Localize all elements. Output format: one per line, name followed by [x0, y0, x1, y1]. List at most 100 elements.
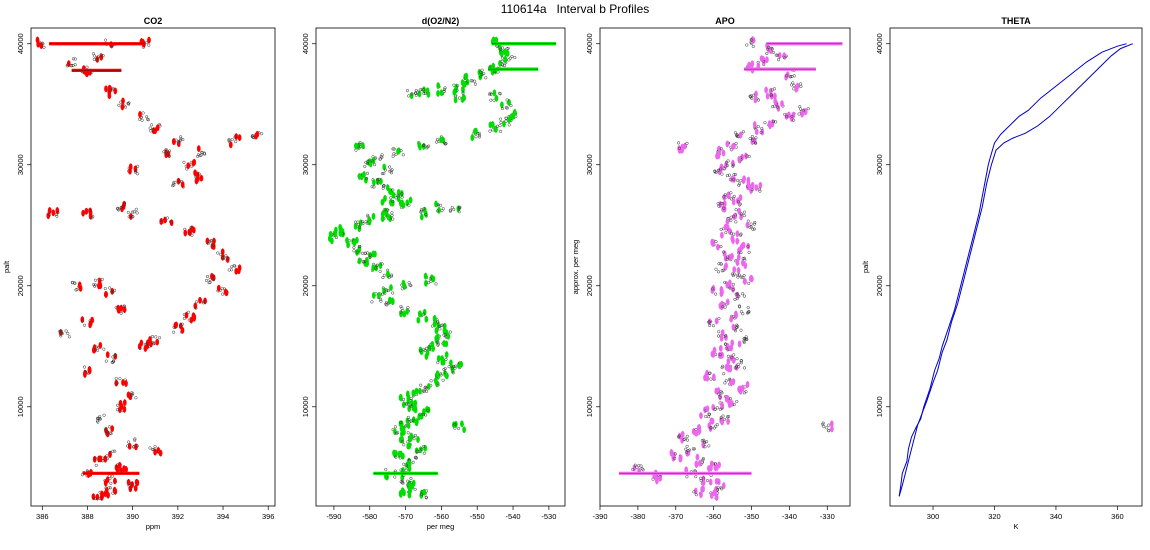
data-point	[365, 171, 370, 175]
data-point	[127, 442, 132, 450]
data-point	[498, 91, 502, 95]
data-point	[700, 438, 704, 443]
data-point	[717, 392, 721, 396]
data-point	[55, 214, 59, 218]
data-point	[717, 204, 721, 208]
data-point	[678, 455, 683, 463]
data-point	[118, 399, 123, 407]
data-point	[381, 186, 385, 190]
data-point	[398, 393, 403, 401]
data-point	[827, 429, 831, 433]
data-point	[736, 362, 740, 366]
data-point	[115, 408, 120, 412]
data-point	[362, 171, 366, 178]
data-point	[748, 94, 752, 98]
data-point	[380, 215, 385, 223]
data-point	[736, 253, 741, 261]
data-point	[422, 444, 426, 449]
data-point	[742, 210, 746, 214]
data-point	[172, 183, 176, 187]
data-point	[370, 300, 374, 304]
data-point	[423, 272, 428, 280]
data-point	[452, 207, 456, 212]
data-point	[361, 260, 365, 264]
data-point	[104, 38, 108, 42]
data-point	[718, 302, 723, 310]
x-tick-label: 390	[126, 512, 139, 521]
data-point	[739, 275, 743, 279]
data-point	[474, 135, 478, 139]
data-point	[251, 134, 255, 138]
data-point	[114, 376, 118, 381]
data-point	[328, 230, 333, 238]
data-point	[399, 468, 403, 472]
data-point	[730, 356, 734, 360]
data-point	[363, 164, 367, 169]
data-point	[419, 349, 423, 353]
data-point	[404, 424, 408, 428]
y-tick-label: 30000	[16, 154, 25, 175]
data-point	[429, 379, 433, 383]
data-point	[691, 447, 695, 451]
data-point	[413, 404, 418, 412]
data-point	[134, 443, 138, 451]
data-point	[177, 139, 181, 144]
data-point	[377, 291, 381, 299]
data-point	[435, 137, 440, 142]
data-point	[422, 143, 426, 147]
data-point	[147, 43, 151, 47]
data-point	[720, 351, 724, 359]
data-point	[719, 390, 723, 394]
data-point	[717, 262, 721, 266]
data-point	[434, 282, 438, 286]
data-point	[399, 450, 403, 458]
data-point	[435, 370, 440, 378]
data-point	[431, 345, 435, 352]
y-tick-label: 20000	[16, 275, 25, 296]
data-point	[108, 450, 112, 454]
data-point	[66, 63, 70, 67]
data-point	[172, 330, 176, 334]
data-point	[156, 446, 161, 454]
data-point	[719, 334, 724, 342]
data-point	[230, 138, 234, 142]
data-point	[425, 349, 430, 357]
data-point	[734, 292, 738, 296]
data-point	[227, 139, 231, 143]
data-point	[426, 408, 430, 412]
data-point	[126, 444, 130, 448]
data-point	[719, 286, 724, 293]
data-point	[93, 497, 97, 501]
data-point	[822, 424, 826, 428]
data-point	[459, 360, 464, 368]
data-point	[204, 278, 209, 282]
data-point	[732, 177, 736, 182]
data-point	[745, 154, 749, 158]
data-point	[119, 206, 123, 210]
data-point	[434, 334, 439, 342]
data-point	[71, 57, 75, 61]
data-point	[370, 159, 374, 163]
data-point	[100, 277, 104, 281]
data-point	[232, 264, 236, 268]
data-point	[87, 365, 92, 373]
data-point	[88, 208, 92, 212]
data-point	[427, 281, 431, 285]
data-point	[371, 212, 376, 220]
data-point	[732, 214, 736, 218]
data-point	[772, 87, 777, 91]
data-point	[120, 103, 125, 111]
data-point	[374, 264, 379, 272]
data-point	[81, 209, 85, 217]
data-point	[121, 379, 125, 386]
data-point	[500, 101, 504, 109]
data-point	[709, 417, 714, 425]
data-point	[407, 281, 411, 285]
x-tick-label: -350	[744, 512, 759, 521]
data-point	[444, 142, 448, 146]
data-point	[121, 204, 125, 208]
data-point	[114, 381, 118, 385]
data-point	[419, 209, 423, 213]
data-point	[382, 163, 387, 171]
data-point	[417, 90, 422, 98]
